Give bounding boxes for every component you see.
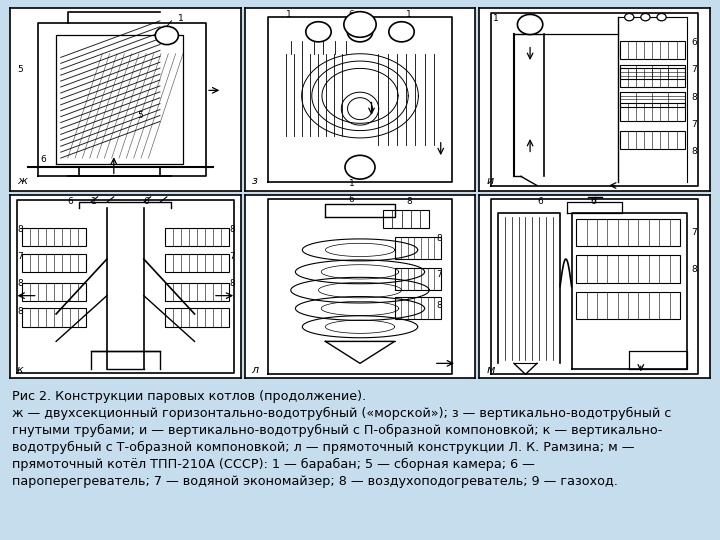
Text: гнутыми трубами; и — вертикально-водотрубный с П-образной компоновкой; к — верти: гнутыми трубами; и — вертикально-водотру…	[12, 424, 662, 437]
Bar	[383, 210, 429, 228]
Text: к: к	[17, 364, 24, 375]
Circle shape	[518, 15, 543, 35]
Text: Рис 2. Конструкции паровых котлов (продолжение).: Рис 2. Конструкции паровых котлов (продо…	[12, 390, 366, 403]
Text: 5: 5	[137, 111, 143, 120]
Text: 8: 8	[436, 301, 442, 310]
Circle shape	[344, 12, 376, 37]
Circle shape	[625, 14, 634, 21]
Text: 1: 1	[179, 14, 184, 23]
Text: пароперегреватель; 7 — водяной экономайзер; 8 — воздухоподогреватель; 9 — газохо: пароперегреватель; 7 — водяной экономайз…	[12, 475, 618, 488]
Bar	[576, 255, 680, 283]
Circle shape	[657, 14, 666, 21]
Bar	[165, 283, 229, 301]
Text: 6: 6	[68, 197, 73, 206]
Text: 1: 1	[348, 179, 354, 187]
Text: 6: 6	[40, 155, 46, 164]
Bar	[620, 92, 685, 107]
Text: прямоточный котёл ТПП-210А (СССР): 1 — барабан; 5 — сборная камера; 6 —: прямоточный котёл ТПП-210А (СССР): 1 — б…	[12, 458, 535, 471]
Text: 8: 8	[17, 307, 22, 316]
Bar	[395, 298, 441, 320]
Bar	[165, 308, 229, 327]
Bar	[620, 69, 685, 87]
Text: 8: 8	[436, 234, 442, 243]
Bar	[22, 308, 86, 327]
Circle shape	[389, 22, 414, 42]
Text: 6: 6	[144, 197, 150, 206]
Text: л: л	[251, 364, 258, 375]
Bar	[576, 219, 680, 246]
Text: 8: 8	[691, 265, 697, 274]
Text: водотрубный с Т-образной компоновкой; л — прямоточный конструкции Л. К. Рамзина;: водотрубный с Т-образной компоновкой; л …	[12, 441, 634, 454]
Text: 6: 6	[348, 195, 354, 204]
Circle shape	[641, 14, 650, 21]
Bar	[620, 65, 685, 79]
Text: 7: 7	[17, 252, 22, 261]
Text: 8: 8	[691, 147, 697, 157]
Text: 7: 7	[229, 252, 235, 261]
Bar	[576, 292, 680, 320]
Text: 1: 1	[406, 10, 412, 19]
Text: 1: 1	[286, 10, 292, 19]
Text: ж — двухсекционный горизонтально-водотрубный («морской»); з — вертикально-водотр: ж — двухсекционный горизонтально-водотру…	[12, 407, 671, 420]
Bar	[165, 228, 229, 246]
Bar	[620, 131, 685, 149]
Text: 7: 7	[691, 65, 697, 74]
Circle shape	[345, 156, 375, 179]
Text: 8: 8	[229, 280, 235, 288]
Text: 6: 6	[691, 38, 697, 46]
Text: 6: 6	[590, 197, 596, 206]
Bar	[395, 268, 441, 290]
Bar	[620, 41, 685, 59]
Bar	[22, 228, 86, 246]
Text: и: и	[486, 176, 493, 186]
Text: 6: 6	[348, 10, 354, 19]
Circle shape	[347, 22, 373, 42]
Bar	[165, 254, 229, 272]
Text: 8: 8	[17, 225, 22, 234]
Text: ж: ж	[17, 176, 27, 186]
Text: 6: 6	[537, 197, 543, 206]
Circle shape	[156, 26, 179, 45]
Text: 8: 8	[229, 225, 235, 234]
Text: 1: 1	[91, 197, 96, 206]
Text: з: з	[251, 176, 258, 186]
Text: 8: 8	[691, 92, 697, 102]
Text: 1: 1	[493, 14, 499, 23]
Bar	[395, 237, 441, 259]
Bar	[22, 283, 86, 301]
Text: 7: 7	[436, 271, 442, 279]
Text: м: м	[486, 364, 495, 375]
Bar	[620, 103, 685, 122]
Circle shape	[306, 22, 331, 42]
Text: 7: 7	[691, 228, 697, 237]
Text: 8: 8	[406, 197, 412, 206]
Text: 8: 8	[17, 280, 22, 288]
Text: 7: 7	[691, 120, 697, 129]
Bar	[22, 254, 86, 272]
Text: 5: 5	[17, 65, 22, 74]
